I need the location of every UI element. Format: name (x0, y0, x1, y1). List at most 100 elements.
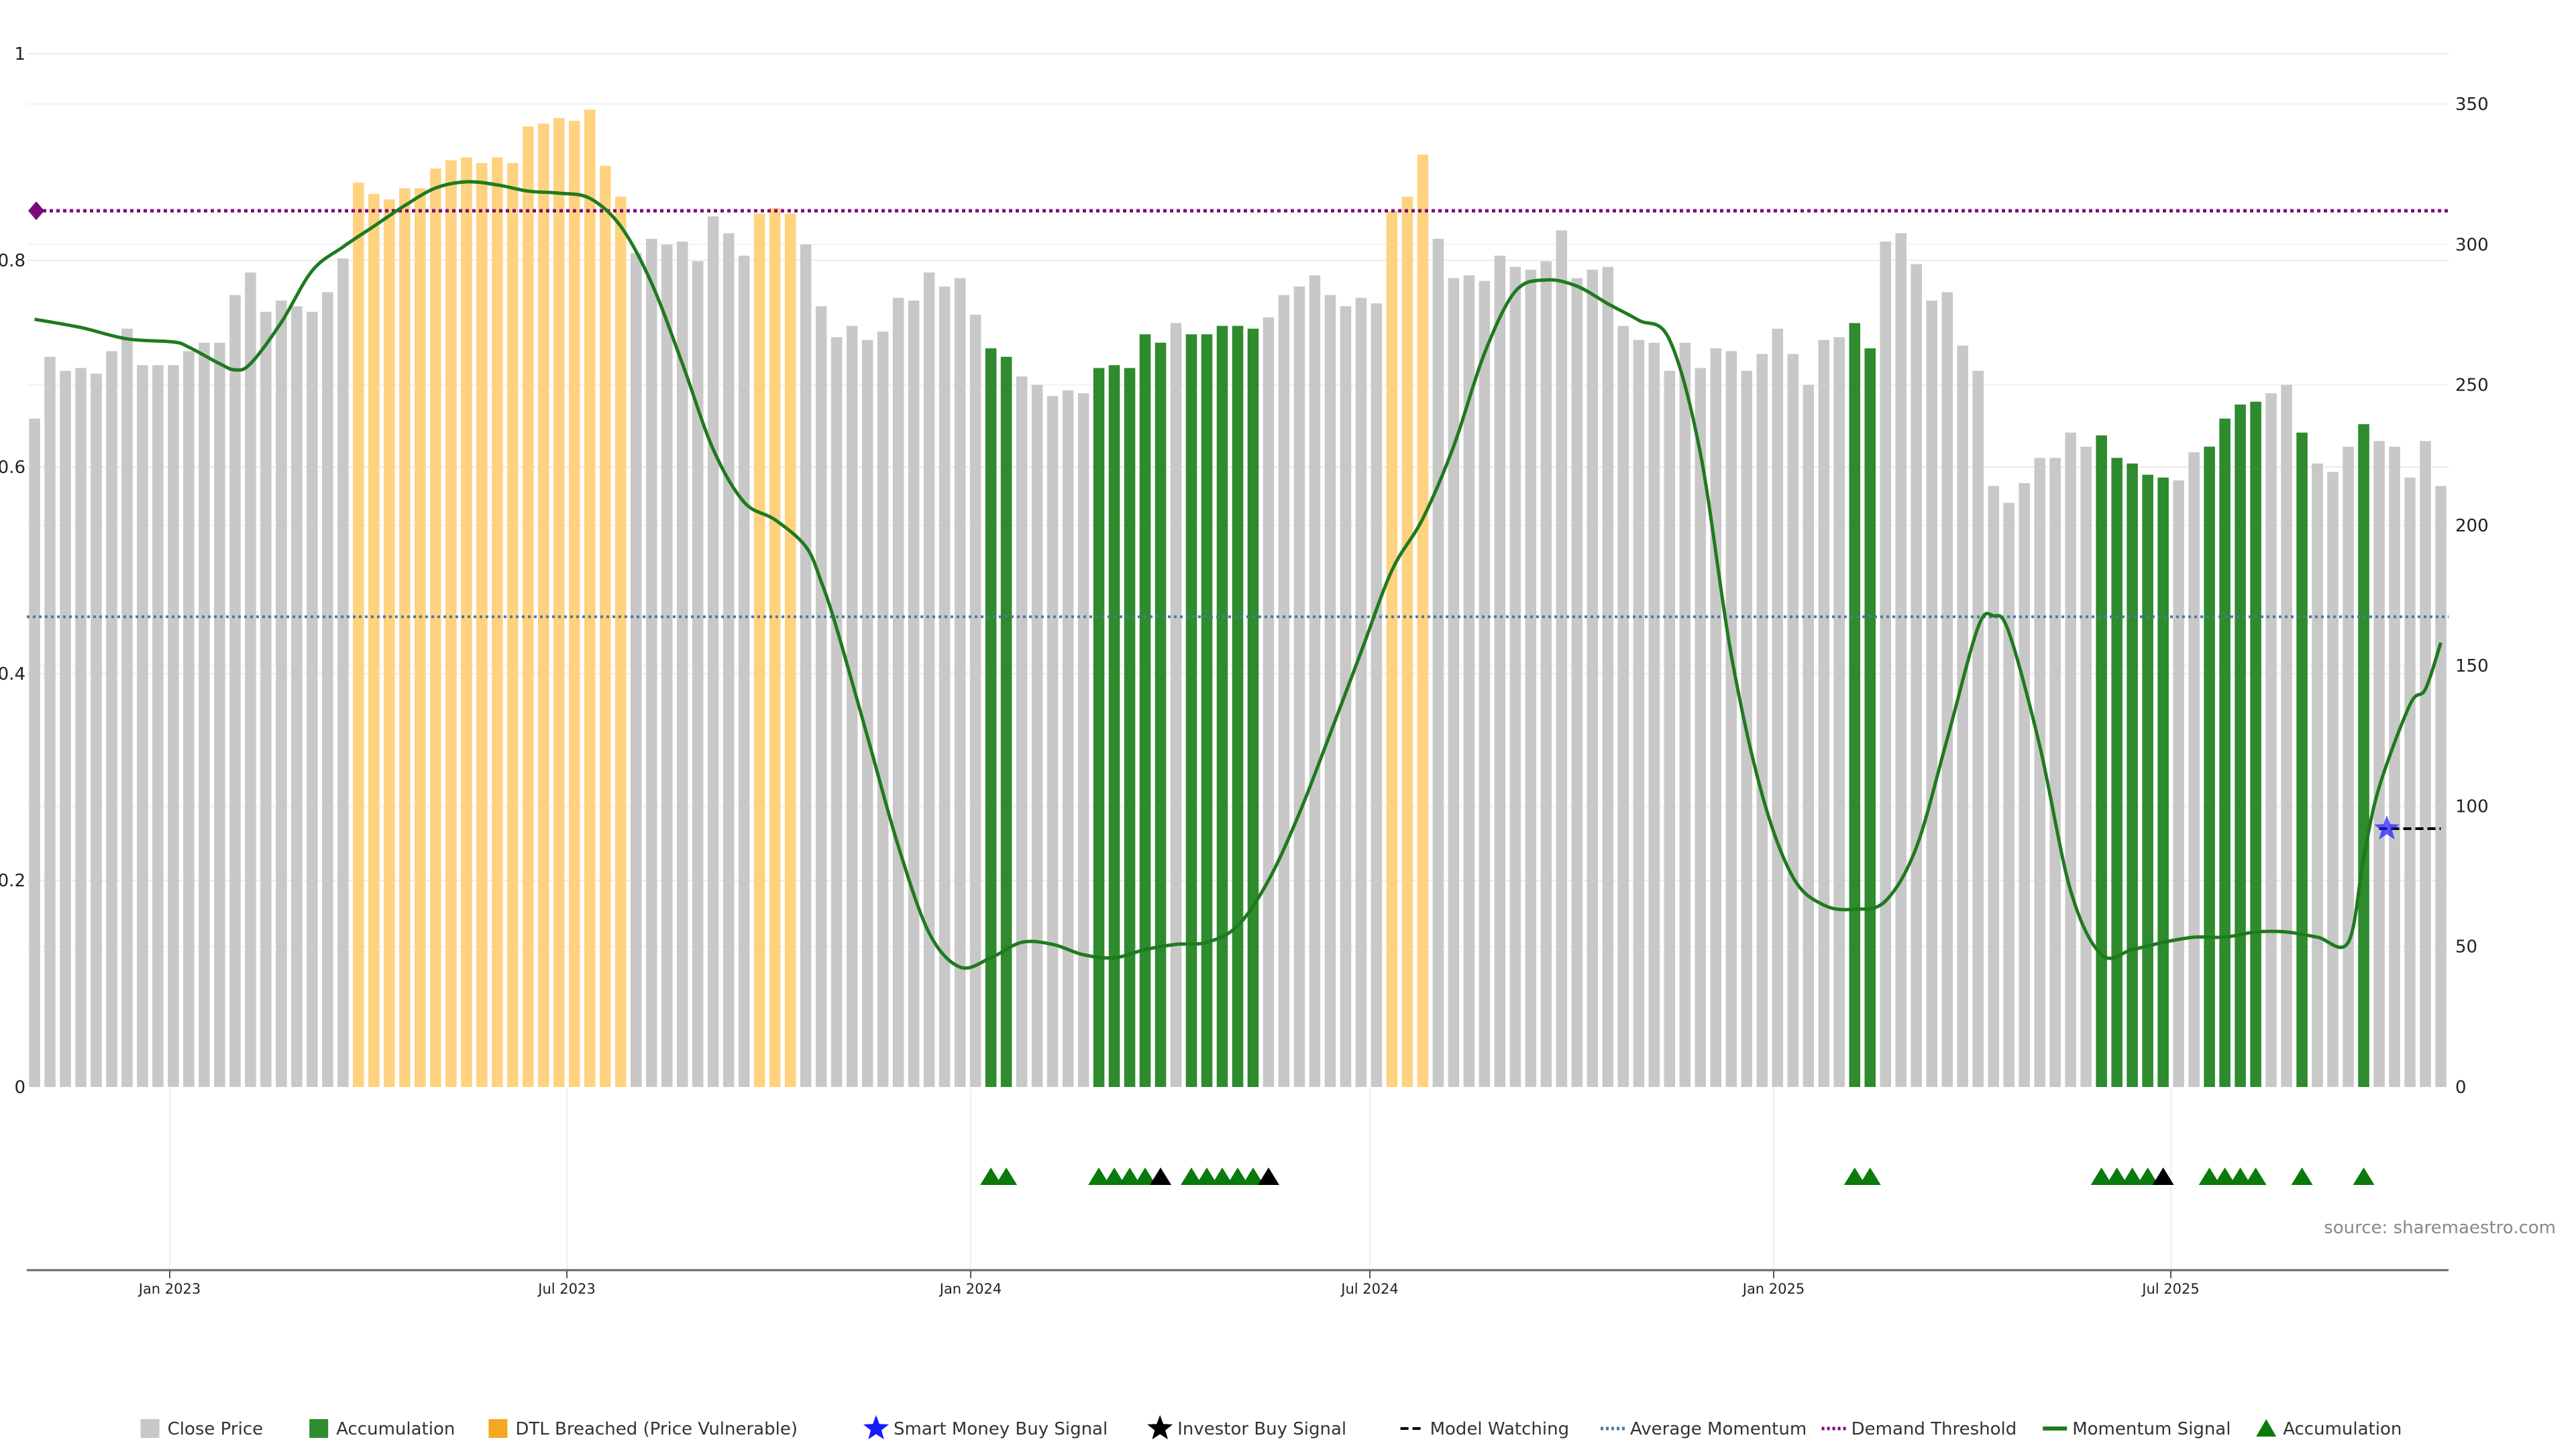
close-price-bar (1710, 348, 1722, 1087)
close-price-bar (692, 261, 704, 1087)
legend-label: Model Watching (1430, 1419, 1569, 1439)
left-tick-label: 0 (14, 1078, 25, 1098)
close-price-bar (245, 272, 256, 1088)
accumulation-bar (2127, 463, 2138, 1087)
close-price-bar (2003, 503, 2015, 1087)
legend-item: Smart Money Buy Signal (863, 1415, 1108, 1440)
dtl-breached-bar (353, 183, 364, 1088)
legend-item: Close Price (140, 1419, 263, 1439)
close-price-bar (44, 356, 56, 1087)
date-label: Jul 2024 (1340, 1281, 1398, 1297)
left-tick-label: 0.8 (0, 251, 25, 271)
dtl-breached-bar (399, 188, 411, 1088)
close-price-bar (1679, 342, 1691, 1088)
legend-item: Model Watching (1400, 1419, 1569, 1439)
close-price-bar (2312, 463, 2323, 1087)
accumulation-marker (1212, 1168, 1234, 1185)
accumulation-bar (1864, 348, 1876, 1087)
legend-item: Demand Threshold (1821, 1419, 2017, 1439)
accumulation-marker (1843, 1168, 1866, 1185)
accumulation-bar (1108, 365, 1120, 1087)
close-price-bar (1170, 323, 1182, 1087)
accumulation-bar (2250, 401, 2261, 1087)
close-price-bar (846, 325, 858, 1088)
close-price-bar (2435, 486, 2447, 1087)
smart-money-buy-signal-star (2374, 815, 2400, 840)
close-price-bar (1463, 275, 1475, 1087)
legend-label: DTL Breached (Price Vulnerable) (515, 1419, 798, 1439)
dtl-breached-bar (538, 123, 549, 1087)
legend-swatch (488, 1419, 508, 1438)
close-price-bar (1957, 345, 1968, 1087)
accumulation-marker (980, 1168, 1002, 1185)
accumulation-marker (2198, 1168, 2220, 1185)
close-price-bar (1509, 266, 1521, 1087)
accumulation-bar (1000, 356, 1012, 1087)
close-price-bar (815, 306, 827, 1087)
close-price-bar (2389, 446, 2400, 1087)
accumulation-bar (2204, 446, 2215, 1087)
close-price-bar (1664, 370, 1676, 1088)
close-price-bar (1494, 256, 1506, 1087)
close-price-bar (861, 340, 873, 1088)
dtl-breached-bar (461, 157, 472, 1087)
close-price-bar (2281, 384, 2292, 1087)
dtl-breached-bar (1401, 197, 1413, 1088)
demand-threshold-marker (28, 201, 44, 221)
accumulation-marker (1134, 1168, 1157, 1185)
dtl-breached-bar (599, 166, 611, 1088)
close-price-bar (1895, 233, 1907, 1087)
accumulation-bar (2096, 435, 2107, 1087)
close-price-bar (121, 328, 133, 1087)
legend: Close Price Accumulation DTL Breached (Pri… (140, 1415, 2402, 1440)
left-tick-label: 1 (14, 44, 25, 64)
accumulation-bar (1201, 334, 1213, 1088)
dtl-breached-bar (523, 126, 534, 1087)
legend-label: Smart Money Buy Signal (894, 1419, 1108, 1439)
close-price-bar (676, 242, 688, 1088)
close-price-bar (2327, 472, 2339, 1087)
axes: 0 0.2 0.4 0.6 0.8 1 0 50 100 150 200 250 300 350 Jan 2… (0, 44, 2489, 1297)
close-price-bar (645, 238, 657, 1087)
close-price-bar (2019, 483, 2030, 1087)
close-price-bar (337, 258, 349, 1087)
close-price-bar (1617, 325, 1629, 1088)
accumulation-marker (2229, 1168, 2251, 1185)
legend-item: DTL Breached (Price Vulnerable) (488, 1419, 798, 1439)
accumulation-bar (2235, 404, 2246, 1087)
close-price-bar (800, 244, 812, 1088)
close-price-bar (2420, 441, 2431, 1087)
close-price-bar (2343, 446, 2354, 1087)
close-price-bar (1756, 354, 1768, 1087)
close-price-bar (60, 370, 71, 1088)
dtl-breached-bar (492, 157, 503, 1087)
close-price-bar (1725, 351, 1737, 1088)
date-label: Jan 2025 (1741, 1281, 1805, 1297)
accumulation-bar (985, 348, 997, 1087)
legend-label: Accumulation (2283, 1419, 2402, 1439)
accumulation-marker (996, 1168, 1018, 1185)
accumulation-bar (1849, 323, 1861, 1087)
date-label: Jan 2024 (938, 1281, 1002, 1297)
dtl-breached-bar (507, 162, 519, 1087)
investor-buy-marker (1257, 1168, 1279, 1185)
date-label: Jan 2023 (138, 1281, 201, 1297)
close-price-bar (1571, 278, 1583, 1087)
legend-swatch (309, 1419, 329, 1438)
date-label: Jul 2023 (537, 1281, 595, 1297)
source-label: source: sharemaestro.com (2324, 1218, 2556, 1238)
accumulation-marker (2214, 1168, 2236, 1185)
close-price-bar (661, 244, 673, 1088)
momentum-signal-line (34, 180, 2443, 970)
dtl-breached-bar (553, 117, 565, 1087)
close-price-bar (1309, 275, 1321, 1087)
accumulation-marker (2291, 1168, 2313, 1185)
right-tick-label: 0 (2455, 1078, 2467, 1098)
close-price-bar (738, 256, 750, 1087)
close-price-bar (1540, 261, 1552, 1087)
close-price-bar (2265, 393, 2277, 1087)
accumulation-marker (1181, 1168, 1203, 1185)
close-price-bar (1988, 486, 1999, 1087)
close-price-bar (1371, 303, 1383, 1088)
accumulation-marker (2090, 1168, 2112, 1185)
